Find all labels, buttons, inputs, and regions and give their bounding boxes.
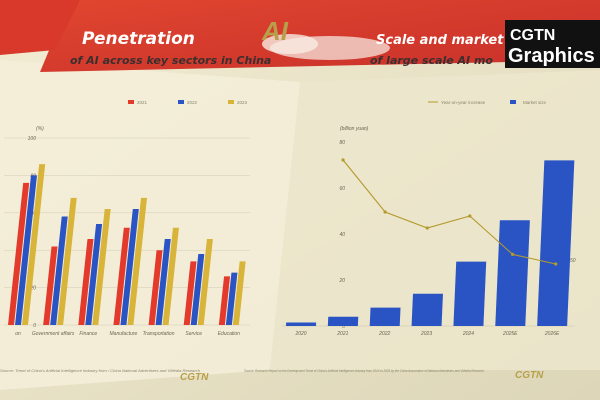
bar xyxy=(537,160,575,326)
bar xyxy=(162,227,179,325)
bar xyxy=(148,250,163,325)
x-tick-label: 2025E xyxy=(502,331,518,337)
ai-badge-text: AI xyxy=(261,16,289,46)
x-tick-label: Finance xyxy=(79,331,97,337)
bar xyxy=(218,276,231,325)
logo-graphics: Graphics xyxy=(508,45,595,67)
line-point xyxy=(383,210,387,214)
logo-cgtn: CGTN xyxy=(510,27,555,44)
bar xyxy=(127,197,148,325)
line-point xyxy=(554,262,558,266)
legend-label: Market size xyxy=(523,100,547,105)
secondary-tick-label: 50 xyxy=(570,258,576,264)
y-tick-label: 60 xyxy=(30,211,36,217)
right-y-unit: (billion yuan) xyxy=(340,126,369,132)
y-tick-label: 100 xyxy=(28,136,37,142)
x-tick-label: on xyxy=(15,331,21,337)
line-point xyxy=(510,252,515,256)
line-point xyxy=(468,214,472,218)
bar xyxy=(286,322,317,326)
y-tick-label: 0 xyxy=(33,323,36,329)
right-subtitle: of large scale AI mo xyxy=(370,54,493,67)
x-tick-label: 2020 xyxy=(294,331,306,337)
bar xyxy=(495,220,530,326)
x-tick-label: Manufacture xyxy=(110,331,138,337)
y-tick-label: 0 xyxy=(342,324,345,330)
line-point xyxy=(425,226,429,230)
x-tick-label: 2021 xyxy=(336,331,348,337)
right-source: Source: Research Report on the Developme… xyxy=(244,368,485,373)
y-tick-label: 40 xyxy=(339,232,345,238)
bar xyxy=(15,175,37,325)
bar xyxy=(453,261,487,326)
y-tick-label: 60 xyxy=(339,186,345,192)
x-tick-label: 2023 xyxy=(420,331,432,337)
left-ribbon xyxy=(0,0,80,55)
bar xyxy=(50,216,68,325)
left-source: Source: Trend of China's Artificial Inte… xyxy=(0,368,201,373)
cgtn-graphics-logo: CGTN Graphics xyxy=(505,20,600,68)
line-series xyxy=(342,159,556,265)
bar xyxy=(43,246,58,325)
x-tick-label: Education xyxy=(218,331,240,337)
bar xyxy=(92,209,111,325)
right-title: Scale and market xyxy=(376,33,504,48)
x-tick-label: 2026E xyxy=(544,331,560,337)
legend-swatch xyxy=(128,100,134,104)
penetration-bar-chart: 020406080100202120222023onGovernment aff… xyxy=(4,100,250,337)
bar xyxy=(190,253,205,325)
bar xyxy=(8,182,30,325)
bar xyxy=(85,224,103,325)
y-tick-label: 80 xyxy=(339,140,345,146)
ai-badge: AI xyxy=(261,16,390,60)
bar xyxy=(57,197,77,325)
x-tick-label: Government affairs xyxy=(32,331,75,337)
right-watermark: CGTN xyxy=(515,370,544,381)
bar xyxy=(113,227,130,325)
bar xyxy=(183,261,197,325)
bar xyxy=(411,293,443,326)
legend-swatch xyxy=(510,100,516,104)
legend-label: 2021 xyxy=(137,100,148,105)
left-watermark: CGTN xyxy=(180,372,209,383)
line-point xyxy=(341,158,345,162)
left-title: Penetration xyxy=(82,29,195,49)
bar xyxy=(232,261,246,325)
bar xyxy=(369,307,401,326)
legend-label: 2023 xyxy=(237,100,248,105)
x-tick-label: 2022 xyxy=(378,331,390,337)
header-banner xyxy=(40,0,600,72)
y-tick-label: 20 xyxy=(29,286,36,292)
legend-swatch xyxy=(178,100,184,104)
left-y-unit: (%) xyxy=(36,126,44,132)
left-subtitle: of AI across key sectors in China xyxy=(70,54,271,67)
market-size-chart: 0 20 40 60 80 Market size Year-on-year increas… xyxy=(282,100,576,337)
bar xyxy=(22,164,46,325)
y-tick-label: 20 xyxy=(338,278,345,284)
bar xyxy=(120,209,139,325)
bar xyxy=(197,238,213,325)
bar xyxy=(78,238,94,325)
bar xyxy=(225,272,238,325)
legend-label: Year-on-year increase xyxy=(441,100,486,105)
bar xyxy=(155,238,171,325)
legend-swatch xyxy=(228,100,234,104)
legend-label: 2022 xyxy=(187,100,198,105)
x-tick-label: Transportation xyxy=(143,331,175,337)
bar xyxy=(327,316,359,326)
x-tick-label: Service xyxy=(185,331,202,337)
x-tick-label: 2024 xyxy=(462,331,474,337)
left-panel-sheet xyxy=(0,60,300,390)
